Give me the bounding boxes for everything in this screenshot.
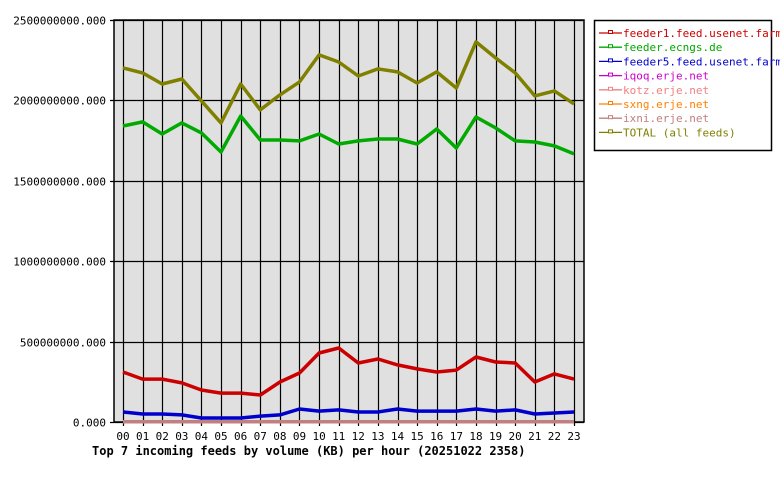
x-tick-label: 22 [548,430,561,443]
legend-swatch-marker [609,116,613,119]
x-tick-label: 02 [156,430,169,443]
x-tick-label: 21 [528,430,541,443]
x-tick-label: 08 [273,430,286,443]
x-tick-label: 01 [136,430,149,443]
x-tick-label: 17 [450,430,463,443]
legend-label: feeder5.feed.usenet.farm [623,55,780,68]
y-tick-label: 1000000000.000 [13,256,106,269]
legend-swatch-marker [609,130,613,133]
legend-swatch-marker [609,59,613,62]
y-tick-label: 2000000000.000 [13,95,106,108]
x-tick-label: 23 [567,430,580,443]
y-tick-label: 0.000 [73,417,106,430]
legend-swatch-marker [609,31,613,34]
x-tick-label: 10 [312,430,325,443]
chart-title: Top 7 incoming feeds by volume (KB) per … [92,444,525,458]
legend-swatch-marker [609,102,613,105]
x-tick-label: 04 [195,430,209,443]
x-axis: 00 01 02 03 04 05 06 07 08 09 10 11 12 13 14 15 16 17 18 19… [116,430,580,443]
legend-label: TOTAL (all feeds) [623,126,736,139]
x-tick-label: 11 [332,430,345,443]
x-tick-label: 19 [489,430,502,443]
x-tick-label: 07 [254,430,267,443]
x-tick-label: 09 [293,430,306,443]
x-tick-label: 12 [352,430,365,443]
x-tick-label: 00 [116,430,129,443]
x-tick-label: 18 [469,430,482,443]
legend-swatch-marker [609,87,613,90]
legend-label: kotz.erje.net [623,84,709,97]
legend-label: sxng.erje.net [623,98,709,111]
x-tick-label: 14 [391,430,405,443]
legend-swatch-marker [609,73,613,76]
legend-label: feeder.ecngs.de [623,41,722,54]
x-tick-label: 03 [175,430,188,443]
x-tick-label: 15 [411,430,424,443]
y-axis: 0.000 500000000.000 1000000000.000 15000000… [13,15,106,430]
x-tick-label: 05 [214,430,227,443]
y-tick-label: 500000000.000 [20,337,106,350]
x-tick-label: 06 [234,430,247,443]
legend-label: ixni.erje.net [623,112,709,125]
x-tick-label: 20 [509,430,522,443]
legend: feeder1.feed.usenet.farmfeeder.ecngs.def… [595,21,780,151]
x-tick-label: 13 [371,430,384,443]
legend-swatch-marker [609,45,613,48]
y-tick-label: 1500000000.000 [13,176,106,189]
x-tick-label: 16 [430,430,443,443]
y-tick-label: 2500000000.000 [13,15,106,28]
legend-label: iqoq.erje.net [623,70,709,83]
legend-label: feeder1.feed.usenet.farm [623,27,780,40]
